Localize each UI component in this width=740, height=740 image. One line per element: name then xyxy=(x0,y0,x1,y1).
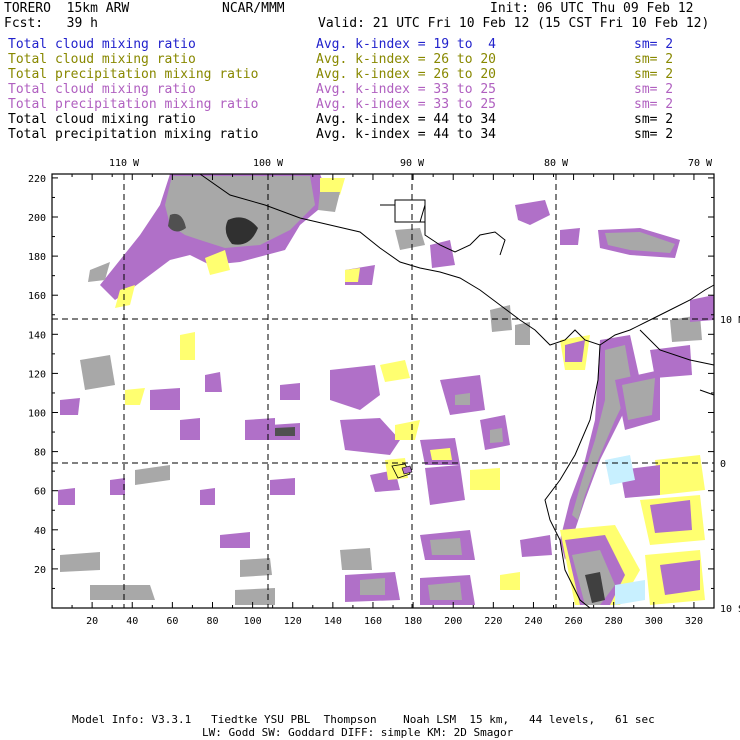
legend-field: Total precipitation mixing ratio xyxy=(8,97,259,112)
legend-field: Total precipitation mixing ratio xyxy=(8,127,259,142)
y-tick-label: 60 xyxy=(34,487,46,498)
center-name: NCAR/MMM xyxy=(222,1,285,16)
y-tick-label: 80 xyxy=(34,448,46,459)
x-tick-label: 220 xyxy=(484,616,502,627)
legend-kindex: Avg. k-index = 26 to 20 xyxy=(316,67,497,82)
latitude-label: 10 N xyxy=(720,315,740,326)
longitude-label: 90 W xyxy=(400,158,425,169)
x-tick-label: 40 xyxy=(126,616,138,627)
legend-kindex: Avg. k-index = 44 to 34 xyxy=(316,127,497,142)
legend-sm: sm= 2 xyxy=(634,112,674,127)
legend-kindex: Avg. k-index = 33 to 25 xyxy=(316,82,497,97)
y-tick-label: 20 xyxy=(34,565,46,576)
x-tick-label: 260 xyxy=(565,616,583,627)
y-tick-label: 140 xyxy=(28,330,46,341)
legend-sm: sm= 2 xyxy=(634,67,674,82)
axis-ticks xyxy=(51,174,715,609)
y-tick-label: 200 xyxy=(28,213,46,224)
longitude-label: 70 W xyxy=(688,158,713,169)
legend-kindex: Avg. k-index = 19 to 4 xyxy=(316,37,497,52)
x-tick-label: 200 xyxy=(444,616,462,627)
lat-lon-grid xyxy=(52,174,714,608)
model-info: Model Info: V3.3.1 Tiedtke YSU PBL Thomp… xyxy=(72,713,655,726)
y-tick-label: 180 xyxy=(28,252,46,263)
legend-sm: sm= 2 xyxy=(634,52,674,67)
x-tick-label: 100 xyxy=(244,616,262,627)
plot-frame xyxy=(51,173,715,609)
legend-kindex: Avg. k-index = 33 to 25 xyxy=(316,97,497,112)
y-tick-label: 40 xyxy=(34,526,46,537)
physics-info: LW: Godd SW: Goddard DIFF: simple KM: 2D… xyxy=(202,726,514,739)
x-tick-label: 280 xyxy=(605,616,623,627)
legend-field: Total cloud mixing ratio xyxy=(8,112,196,127)
legend-sm: sm= 2 xyxy=(634,127,674,142)
x-tick-label: 240 xyxy=(524,616,542,627)
legend-sm: sm= 2 xyxy=(634,37,674,52)
mixing-ratio-field xyxy=(58,174,714,605)
legend-sm: sm= 2 xyxy=(634,97,674,112)
legend-kindex: Avg. k-index = 26 to 20 xyxy=(316,52,497,67)
legend-field: Total cloud mixing ratio xyxy=(8,37,196,52)
legend-field: Total cloud mixing ratio xyxy=(8,52,196,67)
y-tick-label: 160 xyxy=(28,291,46,302)
x-tick-label: 60 xyxy=(166,616,178,627)
valid-time: Valid: 21 UTC Fri 10 Feb 12 (15 CST Fri … xyxy=(318,16,710,31)
latitude-label: 10 S xyxy=(720,604,740,615)
x-tick-label: 80 xyxy=(206,616,218,627)
forecast-hour: Fcst: 39 h xyxy=(4,16,98,31)
x-tick-label: 160 xyxy=(364,616,382,627)
x-tick-label: 140 xyxy=(324,616,342,627)
x-tick-label: 120 xyxy=(284,616,302,627)
y-tick-label: 100 xyxy=(28,409,46,420)
x-tick-label: 300 xyxy=(645,616,663,627)
x-tick-label: 320 xyxy=(685,616,703,627)
legend-kindex: Avg. k-index = 44 to 34 xyxy=(316,112,497,127)
galapagos-islands xyxy=(391,463,413,479)
latitude-label: 0 xyxy=(720,459,726,470)
longitude-label: 80 W xyxy=(544,158,569,169)
coastlines xyxy=(199,173,715,609)
x-tick-label: 180 xyxy=(404,616,422,627)
x-tick-label: 20 xyxy=(86,616,98,627)
model-title: TORERO 15km ARW xyxy=(4,1,130,16)
legend-field: Total precipitation mixing ratio xyxy=(8,67,259,82)
longitude-label: 110 W xyxy=(109,158,140,169)
y-tick-label: 120 xyxy=(28,369,46,380)
legend-sm: sm= 2 xyxy=(634,82,674,97)
axis-labels: 20 40 60 80 100 120 140 160 180 200 220 240 260 280 30… xyxy=(28,158,740,627)
longitude-label: 100 W xyxy=(253,158,284,169)
y-tick-label: 220 xyxy=(28,174,46,185)
init-time: Init: 06 UTC Thu 09 Feb 12 xyxy=(490,1,694,16)
legend-field: Total cloud mixing ratio xyxy=(8,82,196,97)
